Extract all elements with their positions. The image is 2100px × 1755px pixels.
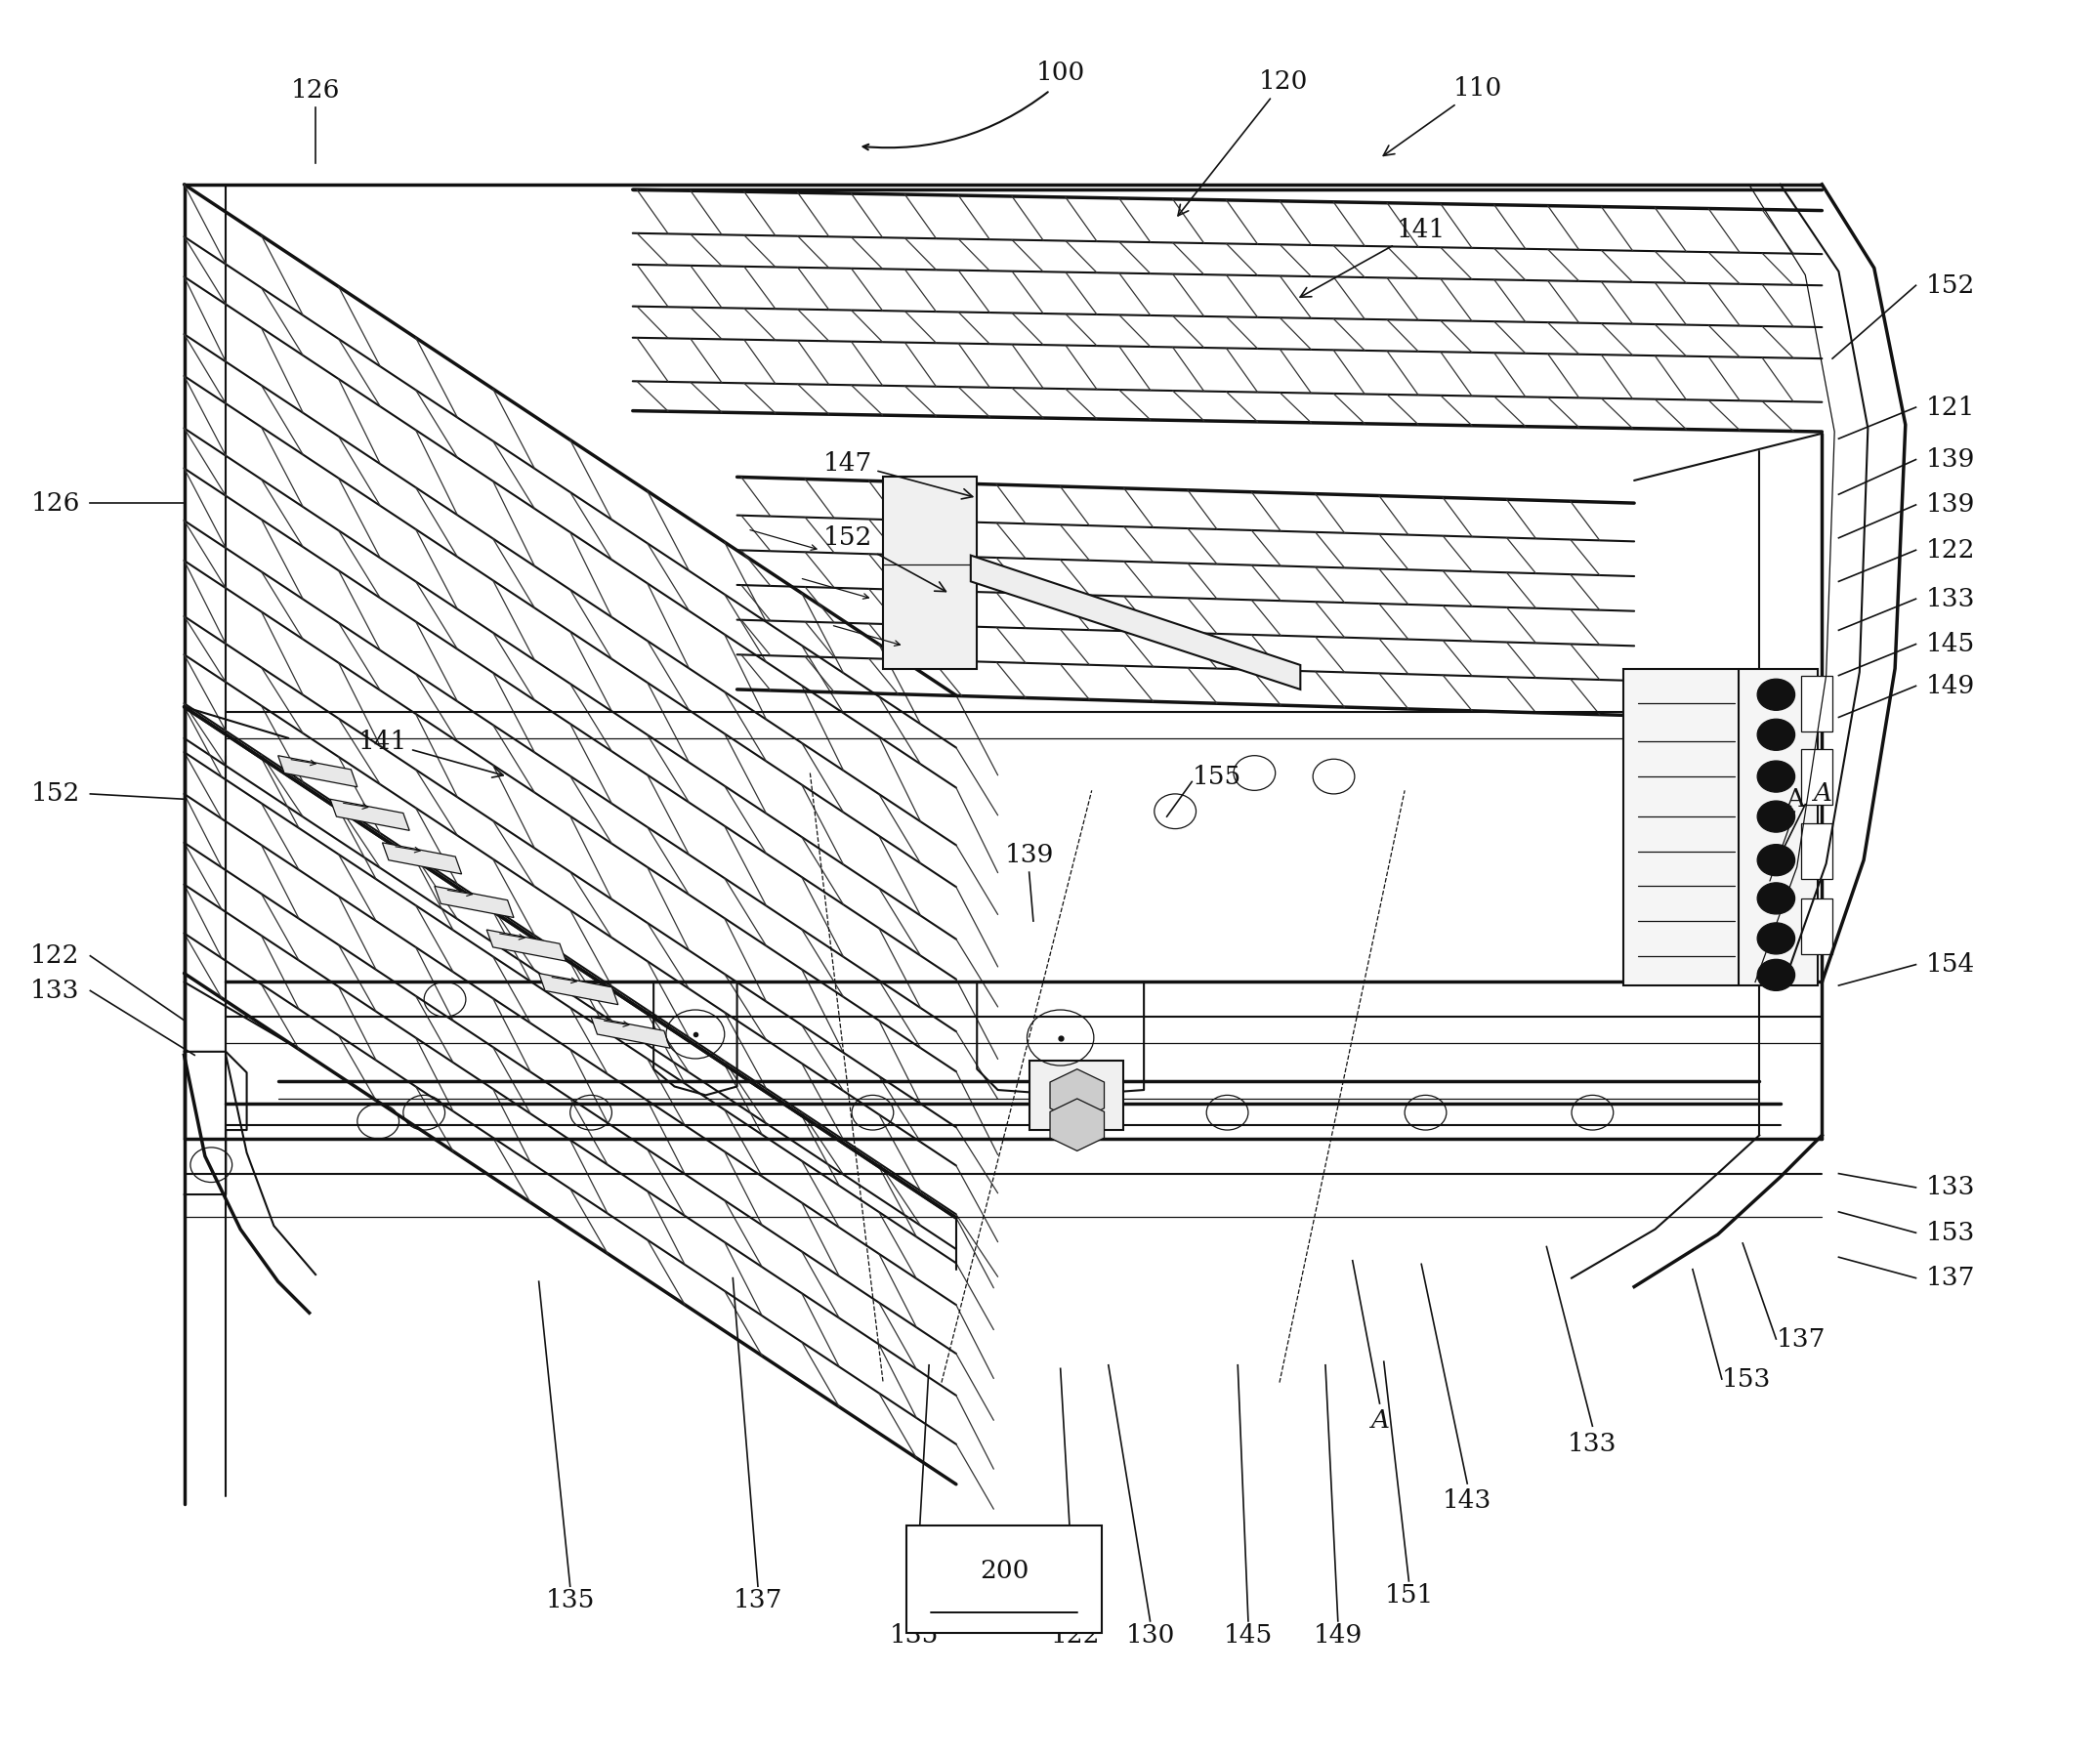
Text: 133: 133 [1569, 1432, 1617, 1455]
Text: 152: 152 [823, 526, 945, 591]
Circle shape [1758, 883, 1796, 914]
Text: 137: 137 [733, 1588, 783, 1613]
Text: 153: 153 [1926, 1220, 1976, 1244]
Circle shape [1758, 960, 1796, 990]
Text: 122: 122 [1926, 537, 1976, 562]
Polygon shape [330, 799, 410, 830]
Text: 122: 122 [32, 944, 80, 969]
Polygon shape [1050, 1099, 1105, 1151]
Text: 145: 145 [1224, 1623, 1273, 1648]
Text: 151: 151 [1384, 1583, 1434, 1608]
Text: 149: 149 [1312, 1623, 1363, 1648]
Polygon shape [1029, 1060, 1124, 1130]
Text: 126: 126 [32, 491, 80, 516]
Text: 2̲0̲0̲: 2̲0̲0̲ [979, 1557, 1029, 1581]
Text: 135: 135 [546, 1588, 594, 1613]
Text: 137: 137 [1777, 1327, 1825, 1351]
Text: 143: 143 [1443, 1488, 1491, 1513]
Text: 200: 200 [979, 1558, 1029, 1583]
Polygon shape [277, 756, 357, 786]
Polygon shape [590, 1016, 670, 1048]
Circle shape [1758, 923, 1796, 955]
Text: 139: 139 [1926, 493, 1976, 518]
Polygon shape [487, 930, 565, 962]
Text: A: A [1812, 781, 1831, 806]
Text: 135: 135 [890, 1623, 939, 1648]
Text: 133: 133 [1926, 586, 1976, 611]
Polygon shape [970, 555, 1300, 690]
Text: 121: 121 [1926, 395, 1976, 419]
Text: 137: 137 [1926, 1265, 1976, 1290]
Polygon shape [435, 886, 514, 918]
Polygon shape [884, 477, 976, 669]
FancyBboxPatch shape [905, 1525, 1102, 1634]
Text: 126: 126 [292, 79, 340, 102]
Text: 133: 133 [32, 979, 80, 1002]
Text: 155: 155 [1193, 763, 1241, 788]
Text: 149: 149 [1926, 674, 1976, 698]
Text: 139: 139 [1004, 842, 1054, 867]
Text: A: A [1785, 786, 1804, 811]
Circle shape [1758, 762, 1796, 792]
Text: A: A [1371, 1409, 1388, 1434]
Text: 141: 141 [1300, 218, 1447, 297]
Polygon shape [1802, 749, 1833, 804]
Polygon shape [1802, 676, 1833, 732]
Polygon shape [540, 974, 617, 1004]
Text: 133: 133 [1926, 1176, 1976, 1200]
Text: 122: 122 [1050, 1623, 1100, 1648]
Circle shape [1758, 800, 1796, 832]
Text: 154: 154 [1926, 953, 1976, 978]
Text: 152: 152 [1926, 274, 1976, 298]
Polygon shape [1802, 823, 1833, 879]
Circle shape [1758, 844, 1796, 876]
Polygon shape [1802, 899, 1833, 955]
Text: 130: 130 [1126, 1623, 1174, 1648]
Text: 141: 141 [359, 730, 504, 777]
Text: 145: 145 [1926, 632, 1976, 656]
Text: 153: 153 [1722, 1367, 1770, 1392]
Circle shape [1758, 720, 1796, 751]
Polygon shape [382, 842, 462, 874]
Circle shape [1758, 679, 1796, 711]
Polygon shape [1050, 1069, 1105, 1121]
Text: 120: 120 [1178, 70, 1308, 216]
Text: 100: 100 [1035, 61, 1086, 86]
Text: 110: 110 [1384, 77, 1502, 156]
Text: 152: 152 [32, 781, 80, 806]
Text: 139: 139 [1926, 448, 1976, 472]
Text: 147: 147 [823, 451, 972, 498]
Polygon shape [1623, 669, 1819, 986]
